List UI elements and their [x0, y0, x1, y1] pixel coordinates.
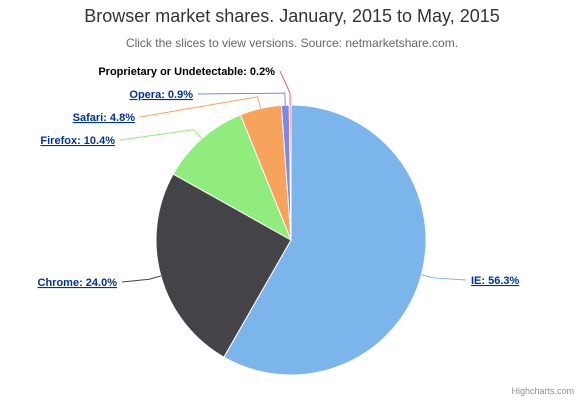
slice-labels: IE: 56.3% Chrome: 24.0% Firefox: 10.4% Safa… [38, 66, 520, 289]
connector-opera [197, 92, 286, 106]
connector-safari [139, 96, 262, 118]
credits-link[interactable]: Highcharts.com [511, 386, 574, 396]
slice-label-firefox[interactable]: Firefox: 10.4% [40, 135, 115, 147]
chart-subtitle: Click the slices to view versions. Sourc… [125, 36, 459, 50]
slice-label-safari[interactable]: Safari: 4.8% [73, 112, 136, 124]
connector-ie [421, 274, 467, 281]
chart-title: Browser market shares. January, 2015 to … [84, 6, 500, 26]
connector-chrome [121, 275, 162, 283]
pie-slices [155, 104, 427, 376]
connector-proprietary-or-undetectable [279, 70, 291, 106]
slice-label-opera[interactable]: Opera: 0.9% [129, 89, 193, 101]
connector-firefox [119, 129, 203, 141]
pie-slice-chrome[interactable] [155, 173, 292, 358]
slice-label-proprietary-or-undetectable: Proprietary or Undetectable: 0.2% [98, 66, 275, 78]
slice-label-chrome[interactable]: Chrome: 24.0% [38, 277, 118, 289]
label-connectors [119, 70, 467, 283]
slice-label-ie[interactable]: IE: 56.3% [471, 275, 520, 287]
